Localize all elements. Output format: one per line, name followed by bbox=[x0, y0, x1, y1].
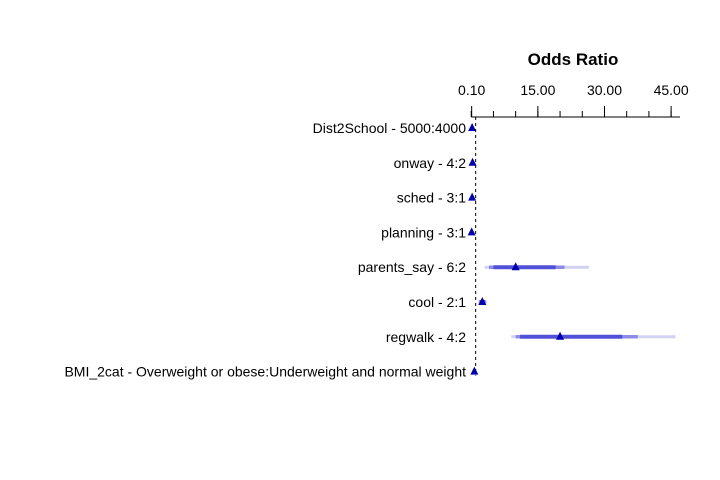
x-tick-label: 30.00 bbox=[587, 82, 622, 98]
row-label: planning - 3:1 bbox=[381, 224, 466, 240]
row-label: sched - 3:1 bbox=[397, 190, 466, 206]
row-label: BMI_2cat - Overweight or obese:Underweig… bbox=[64, 364, 466, 380]
row-label: Dist2School - 5000:4000 bbox=[313, 120, 467, 136]
forest-row: cool - 2:1 bbox=[408, 294, 488, 310]
row-label: onway - 4:2 bbox=[394, 155, 467, 171]
forest-row: planning - 3:1 bbox=[381, 224, 476, 240]
x-axis: 0.10 15.00 30.00 45.00 bbox=[458, 82, 689, 118]
odds-ratio-point bbox=[511, 262, 520, 271]
x-tick-label: 0.10 bbox=[458, 82, 485, 98]
forest-row: regwalk - 4:2 bbox=[386, 329, 676, 345]
odds-ratio-point bbox=[468, 123, 477, 131]
forest-row: parents_say - 6:2 bbox=[358, 259, 589, 275]
forest-row: sched - 3:1 bbox=[397, 190, 477, 206]
x-tick-label: 45.00 bbox=[654, 82, 689, 98]
forest-row: onway - 4:2 bbox=[394, 155, 477, 171]
odds-ratio-point bbox=[556, 331, 565, 340]
chart-title: Odds Ratio bbox=[528, 50, 619, 69]
forest-row: BMI_2cat - Overweight or obese:Underweig… bbox=[64, 364, 479, 380]
x-tick-label: 15.00 bbox=[520, 82, 555, 98]
forest-row: Dist2School - 5000:4000 bbox=[313, 120, 477, 136]
row-label: regwalk - 4:2 bbox=[386, 329, 466, 345]
row-label: cool - 2:1 bbox=[408, 294, 466, 310]
odds-ratio-point bbox=[468, 192, 477, 201]
rows: Dist2School - 5000:4000 onway - 4:2 sched … bbox=[64, 120, 676, 380]
odds-ratio-point bbox=[470, 366, 479, 375]
row-label: parents_say - 6:2 bbox=[358, 259, 466, 275]
odds-ratio-point bbox=[467, 227, 476, 236]
odds-ratio-point bbox=[478, 297, 487, 305]
odds-ratio-point bbox=[468, 157, 477, 166]
